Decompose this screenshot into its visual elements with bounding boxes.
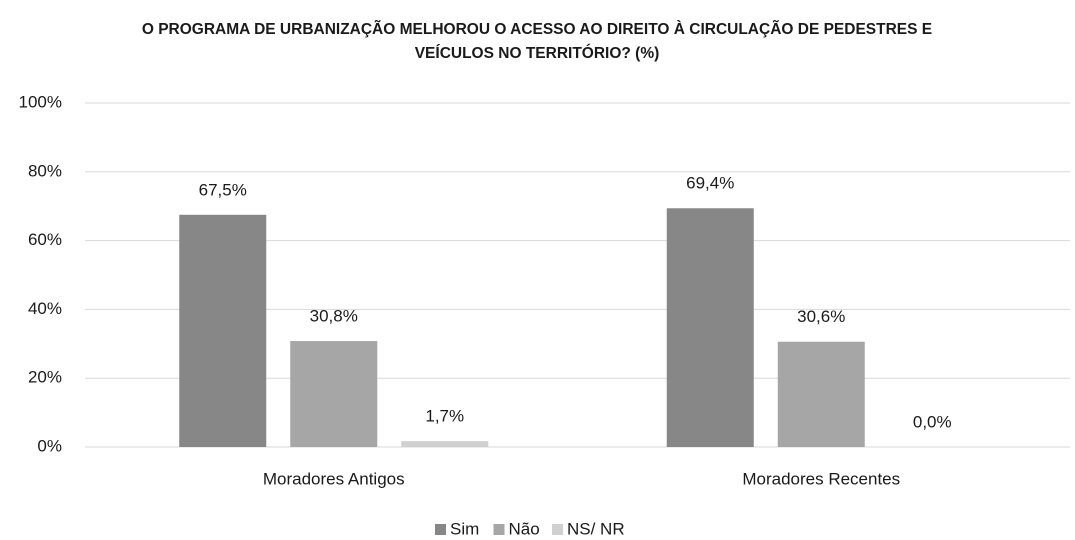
bar bbox=[777, 341, 865, 447]
x-tick-label: Moradores Recentes bbox=[742, 469, 900, 488]
data-label: 30,6% bbox=[797, 307, 845, 326]
legend-swatch bbox=[552, 524, 563, 535]
data-label: 0,0% bbox=[913, 412, 952, 431]
data-label: 1,7% bbox=[425, 407, 464, 426]
legend-swatch bbox=[493, 524, 505, 535]
data-label: 30,8% bbox=[310, 307, 358, 326]
y-tick-label: 20% bbox=[28, 368, 62, 387]
y-tick-label: 100% bbox=[19, 92, 62, 111]
x-tick-label: Moradores Antigos bbox=[263, 469, 405, 488]
chart-title: O PROGRAMA DE URBANIZAÇÃO MELHOROU O ACE… bbox=[141, 21, 933, 62]
y-tick-label: 40% bbox=[28, 299, 62, 318]
y-tick-label: 60% bbox=[28, 230, 62, 249]
bar bbox=[290, 341, 378, 447]
bar bbox=[179, 214, 267, 447]
data-label: 67,5% bbox=[199, 180, 247, 199]
legend-label: Sim bbox=[450, 519, 479, 538]
legend-label: NS/ NR bbox=[567, 519, 625, 538]
bar bbox=[401, 441, 489, 447]
y-tick-label: 80% bbox=[28, 161, 62, 180]
data-label: 69,4% bbox=[686, 174, 734, 193]
legend-swatch bbox=[435, 524, 446, 535]
legend-label: Não bbox=[509, 519, 540, 538]
y-tick-label: 0% bbox=[37, 436, 62, 455]
bar bbox=[666, 208, 754, 447]
